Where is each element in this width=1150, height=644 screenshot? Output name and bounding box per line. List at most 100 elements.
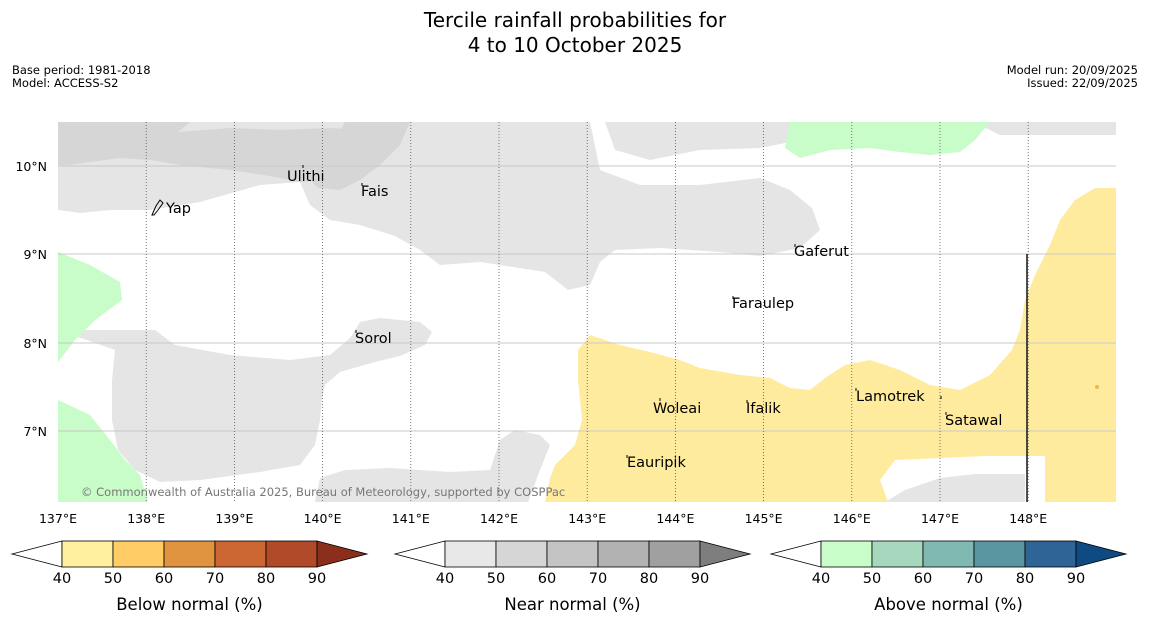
above-normal-colorbar-bin-4 bbox=[1024, 540, 1077, 568]
above-normal-colorbar-bin-1 bbox=[871, 540, 924, 568]
latitude-labels: 10°N 9°N 8°N 7°N bbox=[15, 159, 47, 439]
below-normal-region bbox=[545, 188, 1116, 502]
island-markers bbox=[151, 165, 947, 458]
near-normal-colorbar-bin-3 bbox=[597, 540, 650, 568]
below-normal-colorbar-tick-4: 80 bbox=[257, 571, 275, 587]
below-normal-colorbar-high-arrow bbox=[316, 540, 369, 568]
lon-label-6: 143°E bbox=[568, 511, 606, 526]
lat-label-7n: 7°N bbox=[23, 424, 47, 439]
place-sorol: Sorol bbox=[355, 331, 392, 347]
above-normal-colorbar-tick-4: 80 bbox=[1016, 571, 1034, 587]
near-normal-colorbar-bin-0 bbox=[444, 540, 497, 568]
above-normal-colorbar-tick-5: 90 bbox=[1067, 571, 1085, 587]
above-normal-colorbar-tick-3: 70 bbox=[965, 571, 983, 587]
above-normal-colorbar-title: Above normal (%) bbox=[874, 595, 1023, 614]
above-normal-colorbar-tick-0: 40 bbox=[812, 571, 830, 587]
above-normal-colorbar-bin-2 bbox=[922, 540, 975, 568]
near-normal-colorbar-bin-1 bbox=[495, 540, 548, 568]
near-normal-colorbar-bin-2 bbox=[546, 540, 599, 568]
place-eauripik: Eauripik bbox=[627, 455, 686, 471]
lon-label-7: 144°E bbox=[656, 511, 694, 526]
place-satawal: Satawal bbox=[945, 413, 1002, 429]
colorbar-legends: 40 50 60 70 80 90 Below normal (%) 40 50 60 70 80 90… bbox=[10, 540, 1128, 614]
lat-label-9n: 9°N bbox=[23, 247, 47, 262]
near-normal-colorbar-tick-0: 40 bbox=[436, 571, 454, 587]
title-line-1: Tercile rainfall probabilities for bbox=[423, 8, 727, 32]
place-labels: Ulithi Fais Yap Gaferut Faraulep Sorol W… bbox=[165, 169, 1002, 471]
near-normal-colorbar-tick-5: 90 bbox=[691, 571, 709, 587]
lon-label-5: 142°E bbox=[480, 511, 518, 526]
above-normal-region-west-2 bbox=[58, 400, 148, 502]
near-normal-colorbar-tick-3: 70 bbox=[589, 571, 607, 587]
above-normal-colorbar-bin-3 bbox=[973, 540, 1026, 568]
above-normal-colorbar-tick-1: 50 bbox=[863, 571, 881, 587]
below-normal-colorbar-tick-0: 40 bbox=[53, 571, 71, 587]
place-lamotrek: Lamotrek bbox=[856, 389, 925, 405]
near-normal-colorbar-bin-4 bbox=[648, 540, 701, 568]
longitude-gridlines bbox=[145, 122, 1029, 502]
lat-label-8n: 8°N bbox=[23, 336, 47, 351]
place-yap: Yap bbox=[165, 201, 191, 217]
above-normal-colorbar-high-arrow bbox=[1075, 540, 1128, 568]
model-run: Model run: 20/09/2025 bbox=[1006, 63, 1138, 77]
near-normal-dark-2 bbox=[300, 122, 410, 190]
lon-label-10: 147°E bbox=[921, 511, 959, 526]
above-normal-region-west-1 bbox=[58, 252, 122, 362]
lon-label-2: 139°E bbox=[215, 511, 253, 526]
yap-island-outline bbox=[151, 199, 164, 216]
lon-label-4: 141°E bbox=[392, 511, 430, 526]
longitude-labels: 137°E 138°E 139°E 140°E 141°E 142°E 143°E 144°E… bbox=[39, 511, 1047, 526]
near-normal-colorbar-low-arrow bbox=[393, 540, 446, 568]
place-faraulep: Faraulep bbox=[732, 296, 794, 312]
copyright-notice: © Commonwealth of Australia 2025, Bureau… bbox=[81, 485, 565, 499]
near-normal-colorbar-title: Near normal (%) bbox=[504, 595, 640, 614]
place-ulithi: Ulithi bbox=[287, 169, 325, 185]
below-normal-colorbar-bin-1 bbox=[112, 540, 165, 568]
above-normal-colorbar: 40 50 60 70 80 90 Above normal (%) bbox=[769, 540, 1128, 614]
near-normal-region-central bbox=[58, 318, 432, 482]
below-normal-colorbar-bin-2 bbox=[163, 540, 216, 568]
place-fais: Fais bbox=[361, 184, 388, 200]
below-normal-gap bbox=[1025, 456, 1045, 502]
near-normal-colorbar-tick-4: 80 bbox=[640, 571, 658, 587]
below-normal-colorbar-title: Below normal (%) bbox=[116, 595, 263, 614]
above-normal-colorbar-low-arrow bbox=[769, 540, 822, 568]
near-normal-colorbar: 40 50 60 70 80 90 Near normal (%) bbox=[393, 540, 752, 614]
lat-label-10n: 10°N bbox=[15, 159, 47, 174]
title-line-2: 4 to 10 October 2025 bbox=[467, 33, 683, 57]
near-normal-colorbar-tick-2: 60 bbox=[538, 571, 556, 587]
place-gaferut: Gaferut bbox=[794, 244, 849, 260]
lon-label-3: 140°E bbox=[304, 511, 342, 526]
below-normal-colorbar-bin-3 bbox=[214, 540, 267, 568]
above-normal-region-north bbox=[785, 122, 990, 158]
below-normal-colorbar-tick-1: 50 bbox=[104, 571, 122, 587]
below-normal-colorbar-bin-0 bbox=[61, 540, 114, 568]
meta-left: Base period: 1981-2018 Model: ACCESS-S2 bbox=[12, 64, 151, 90]
map-title: Tercile rainfall probabilities for 4 to … bbox=[0, 8, 1150, 58]
issued-date: Issued: 22/09/2025 bbox=[1027, 76, 1138, 90]
below-normal-colorbar-tick-3: 70 bbox=[206, 571, 224, 587]
below-normal-colorbar-tick-2: 60 bbox=[155, 571, 173, 587]
near-normal-colorbar-high-arrow bbox=[699, 540, 752, 568]
near-normal-region-south-1 bbox=[315, 430, 550, 502]
below-normal-colorbar-bin-4 bbox=[265, 540, 318, 568]
lon-label-8: 145°E bbox=[745, 511, 783, 526]
map-area: Ulithi Fais Yap Gaferut Faraulep Sorol W… bbox=[58, 122, 1116, 502]
lon-label-0: 137°E bbox=[39, 511, 77, 526]
near-normal-colorbar-tick-1: 50 bbox=[487, 571, 505, 587]
above-normal-colorbar-bin-0 bbox=[820, 540, 873, 568]
place-woleai: Woleai bbox=[653, 401, 701, 417]
meta-right: Model run: 20/09/2025 Issued: 22/09/2025 bbox=[1007, 64, 1138, 90]
model-name: Model: ACCESS-S2 bbox=[12, 76, 119, 90]
above-normal-colorbar-tick-2: 60 bbox=[914, 571, 932, 587]
place-ifalik: Ifalik bbox=[746, 401, 781, 417]
lon-label-1: 138°E bbox=[127, 511, 165, 526]
below-normal-speck bbox=[1095, 385, 1099, 389]
lon-label-9: 146°E bbox=[833, 511, 871, 526]
below-normal-colorbar: 40 50 60 70 80 90 Below normal (%) bbox=[10, 540, 369, 614]
below-normal-colorbar-tick-5: 90 bbox=[308, 571, 326, 587]
below-normal-colorbar-low-arrow bbox=[10, 540, 63, 568]
near-normal-region-south-2 bbox=[885, 474, 1030, 502]
base-period: Base period: 1981-2018 bbox=[12, 63, 151, 77]
